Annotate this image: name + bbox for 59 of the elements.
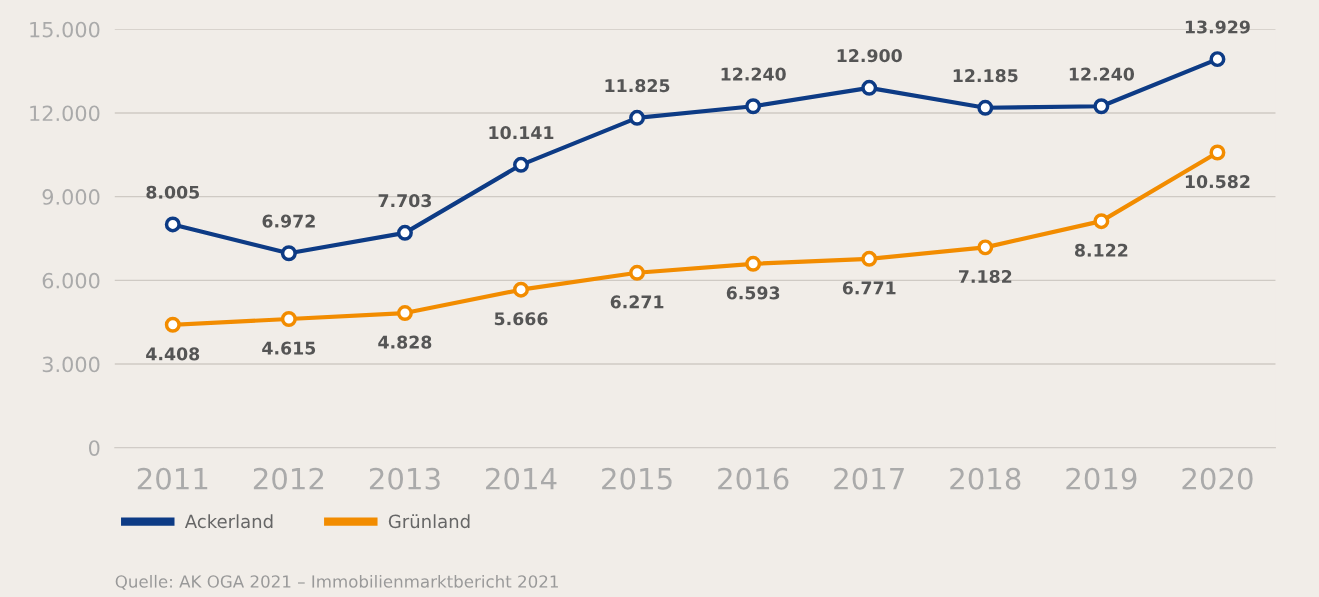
data-label: 6.972: [262, 214, 315, 228]
point: [513, 156, 529, 173]
data-label: 12.185: [953, 69, 1018, 83]
x-tick-label: 2013: [369, 467, 440, 490]
data-label: 12.900: [837, 49, 902, 63]
data-label: 10.141: [489, 126, 554, 140]
y-tick-label: 3.000: [42, 356, 100, 373]
legend-label: Ackerland: [184, 514, 273, 529]
point: [280, 311, 297, 327]
legend-label: Grünland: [388, 514, 470, 529]
data-label: 4.615: [262, 341, 316, 355]
point: [164, 216, 181, 233]
x-tick-label: 2014: [486, 467, 557, 490]
x-tick-label: 2015: [602, 467, 672, 490]
point: [861, 250, 878, 267]
point: [977, 239, 994, 256]
point: [745, 98, 762, 115]
x-tick-label: 2011: [137, 467, 208, 490]
x-tick-label: 2019: [1066, 467, 1137, 490]
data-label: 8.122: [1074, 243, 1128, 257]
y-tick-label: 9.000: [42, 189, 100, 205]
data-label: 6.771: [842, 281, 896, 295]
y-tick-label: 12.000: [30, 105, 100, 122]
x-tick-label: 2012: [253, 467, 324, 490]
data-label: 8.005: [146, 185, 200, 199]
point: [629, 109, 646, 126]
point: [1209, 144, 1226, 161]
data-label: 7.182: [959, 269, 1012, 284]
point: [1209, 51, 1226, 68]
point: [861, 79, 878, 96]
point: [1093, 98, 1110, 115]
x-tick-label: 2018: [950, 467, 1021, 490]
x-tick-label: 2016: [718, 467, 789, 490]
data-label: 6.271: [610, 295, 664, 309]
point: [629, 264, 646, 281]
data-label: 5.666: [494, 312, 548, 326]
y-tick-label: 0: [88, 440, 100, 456]
x-tick-label: 2020: [1182, 467, 1253, 490]
data-label: 12.240: [1069, 67, 1135, 81]
data-label: 4.408: [146, 347, 200, 361]
point: [745, 255, 762, 272]
point: [164, 316, 181, 333]
point: [1093, 213, 1110, 230]
data-label: 6.593: [726, 286, 780, 300]
y-tick-label: 6.000: [42, 272, 100, 289]
point: [396, 305, 413, 322]
point: [513, 281, 529, 298]
point: [396, 224, 413, 241]
source-note: Quelle: AK OGA 2021 – Immobilienmarktbericht 2021: [115, 574, 558, 590]
data-label: 11.825: [605, 79, 670, 93]
y-tick-label: 15.000: [30, 21, 100, 38]
data-label: 4.828: [378, 335, 432, 349]
data-label: 12.240: [721, 67, 786, 81]
data-label: 7.703: [378, 194, 432, 208]
point: [977, 99, 994, 116]
x-tick-label: 2017: [834, 467, 904, 490]
point: [280, 245, 297, 262]
data-label: 10.582: [1185, 175, 1250, 189]
data-label: 13.929: [1185, 20, 1250, 34]
